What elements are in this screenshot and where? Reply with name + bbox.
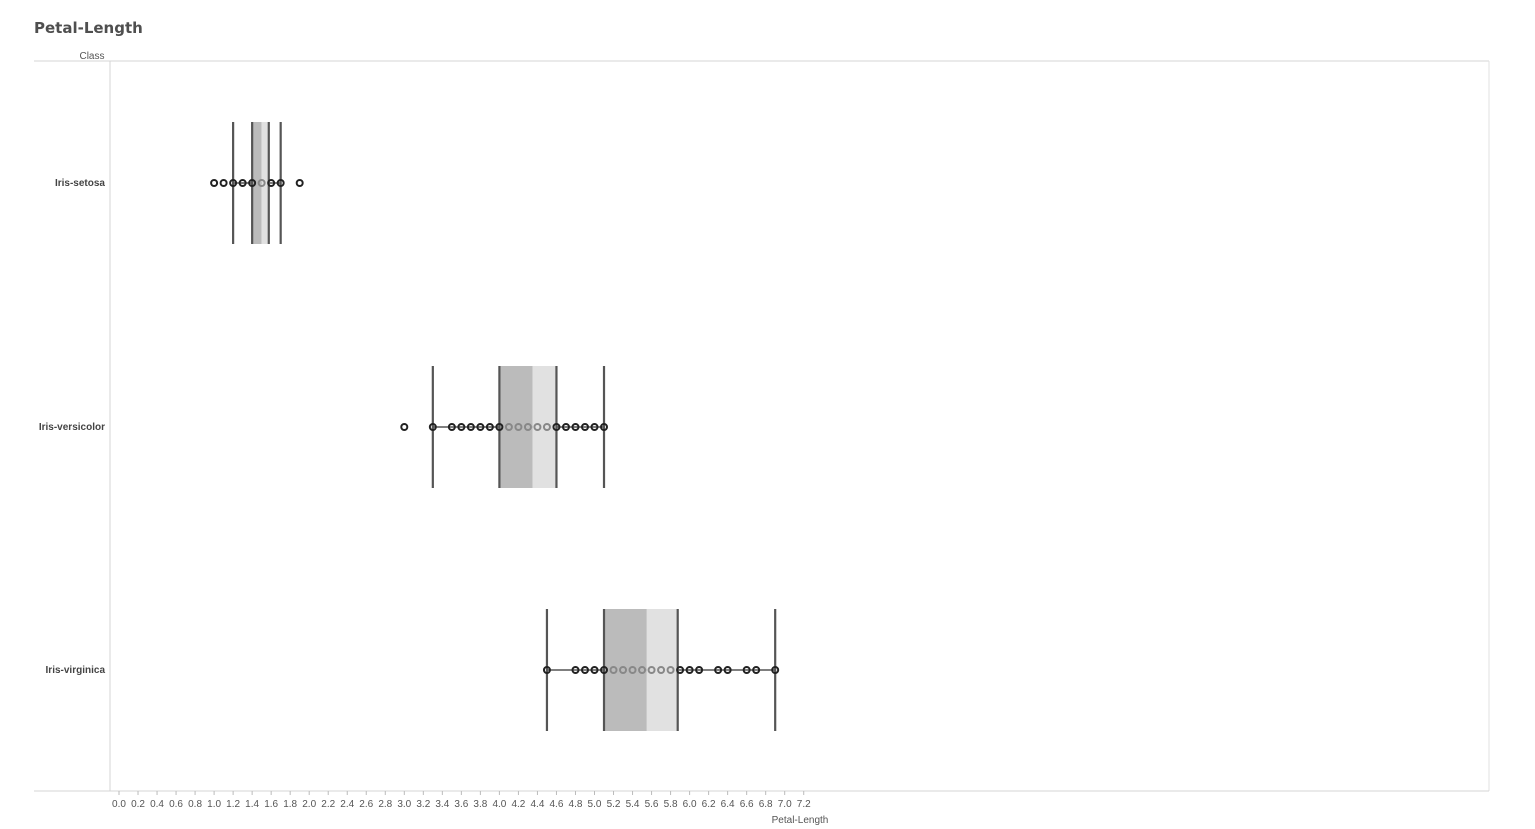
x-tick-label: 6.0 bbox=[683, 799, 697, 810]
data-point bbox=[219, 179, 228, 187]
x-tick-label: 5.6 bbox=[645, 799, 659, 810]
data-point bbox=[400, 423, 409, 431]
x-tick-label: 2.6 bbox=[359, 799, 373, 810]
data-point bbox=[590, 423, 599, 431]
data-point bbox=[504, 423, 513, 431]
data-point bbox=[457, 423, 466, 431]
data-point bbox=[238, 179, 247, 187]
x-tick-label: 1.6 bbox=[264, 799, 278, 810]
data-point bbox=[647, 666, 656, 674]
x-tick-label: 6.4 bbox=[721, 799, 735, 810]
x-tick-label: 0.8 bbox=[188, 799, 202, 810]
data-point bbox=[276, 179, 285, 187]
x-tick-label: 4.2 bbox=[511, 799, 525, 810]
data-point bbox=[609, 666, 618, 674]
data-point bbox=[210, 179, 219, 187]
x-tick-label: 4.4 bbox=[530, 799, 544, 810]
data-point bbox=[590, 666, 599, 674]
x-tick-label: 0.0 bbox=[112, 799, 126, 810]
x-tick-label: 6.2 bbox=[702, 799, 716, 810]
x-tick-label: 1.8 bbox=[283, 799, 297, 810]
x-tick-label: 0.4 bbox=[150, 799, 164, 810]
x-tick-label: 3.8 bbox=[473, 799, 487, 810]
x-tick-label: 1.2 bbox=[226, 799, 240, 810]
box-upper bbox=[646, 609, 678, 731]
row-header-label: Class bbox=[79, 51, 104, 62]
data-point bbox=[295, 179, 304, 187]
category-label: Iris-virginica bbox=[46, 665, 106, 676]
data-point bbox=[229, 179, 238, 187]
data-point bbox=[523, 423, 532, 431]
data-point bbox=[485, 423, 494, 431]
category-label: Iris-versicolor bbox=[39, 422, 105, 433]
x-tick-label: 4.6 bbox=[550, 799, 564, 810]
x-tick-label: 3.4 bbox=[435, 799, 449, 810]
data-point bbox=[657, 666, 666, 674]
data-point bbox=[542, 666, 551, 674]
data-point bbox=[600, 423, 609, 431]
x-tick-label: 5.2 bbox=[607, 799, 621, 810]
box-lower bbox=[252, 122, 262, 244]
x-tick-label: 6.8 bbox=[759, 799, 773, 810]
data-point bbox=[695, 666, 704, 674]
x-tick-label: 0.2 bbox=[131, 799, 145, 810]
category-label: Iris-setosa bbox=[55, 178, 105, 189]
data-point bbox=[685, 666, 694, 674]
x-axis-title: Petal-Length bbox=[772, 815, 829, 826]
data-point bbox=[752, 666, 761, 674]
data-point bbox=[514, 423, 523, 431]
data-point bbox=[533, 423, 542, 431]
data-point bbox=[600, 666, 609, 674]
data-point bbox=[666, 666, 675, 674]
data-point bbox=[676, 666, 685, 674]
x-tick-label: 2.4 bbox=[340, 799, 354, 810]
x-tick-label: 3.0 bbox=[397, 799, 411, 810]
x-tick-label: 2.0 bbox=[302, 799, 316, 810]
x-tick-label: 2.8 bbox=[378, 799, 392, 810]
data-point bbox=[542, 423, 551, 431]
data-point bbox=[466, 423, 475, 431]
data-point bbox=[447, 423, 456, 431]
x-tick-label: 4.0 bbox=[492, 799, 506, 810]
data-point bbox=[476, 423, 485, 431]
x-tick-label: 7.2 bbox=[797, 799, 811, 810]
data-point bbox=[723, 666, 732, 674]
x-tick-label: 1.4 bbox=[245, 799, 259, 810]
data-point bbox=[714, 666, 723, 674]
data-point bbox=[628, 666, 637, 674]
data-point bbox=[248, 179, 257, 187]
data-point bbox=[552, 423, 561, 431]
data-point bbox=[561, 423, 570, 431]
x-tick-label: 3.2 bbox=[416, 799, 430, 810]
data-point bbox=[771, 666, 780, 674]
chart-title: Petal-Length bbox=[34, 19, 143, 37]
data-point bbox=[257, 179, 266, 187]
data-point bbox=[580, 423, 589, 431]
x-tick-label: 1.0 bbox=[207, 799, 221, 810]
data-point bbox=[638, 666, 647, 674]
x-tick-label: 4.8 bbox=[569, 799, 583, 810]
data-point bbox=[495, 423, 504, 431]
data-point bbox=[267, 179, 276, 187]
data-point bbox=[571, 423, 580, 431]
x-tick-label: 5.8 bbox=[664, 799, 678, 810]
x-tick-label: 0.6 bbox=[169, 799, 183, 810]
x-tick-label: 2.2 bbox=[321, 799, 335, 810]
x-tick-label: 5.0 bbox=[588, 799, 602, 810]
data-point bbox=[428, 423, 437, 431]
data-point bbox=[580, 666, 589, 674]
x-tick-label: 5.4 bbox=[626, 799, 640, 810]
data-point bbox=[571, 666, 580, 674]
x-tick-label: 6.6 bbox=[740, 799, 754, 810]
data-point bbox=[619, 666, 628, 674]
data-point bbox=[742, 666, 751, 674]
x-tick-label: 3.6 bbox=[454, 799, 468, 810]
x-tick-label: 7.0 bbox=[778, 799, 792, 810]
